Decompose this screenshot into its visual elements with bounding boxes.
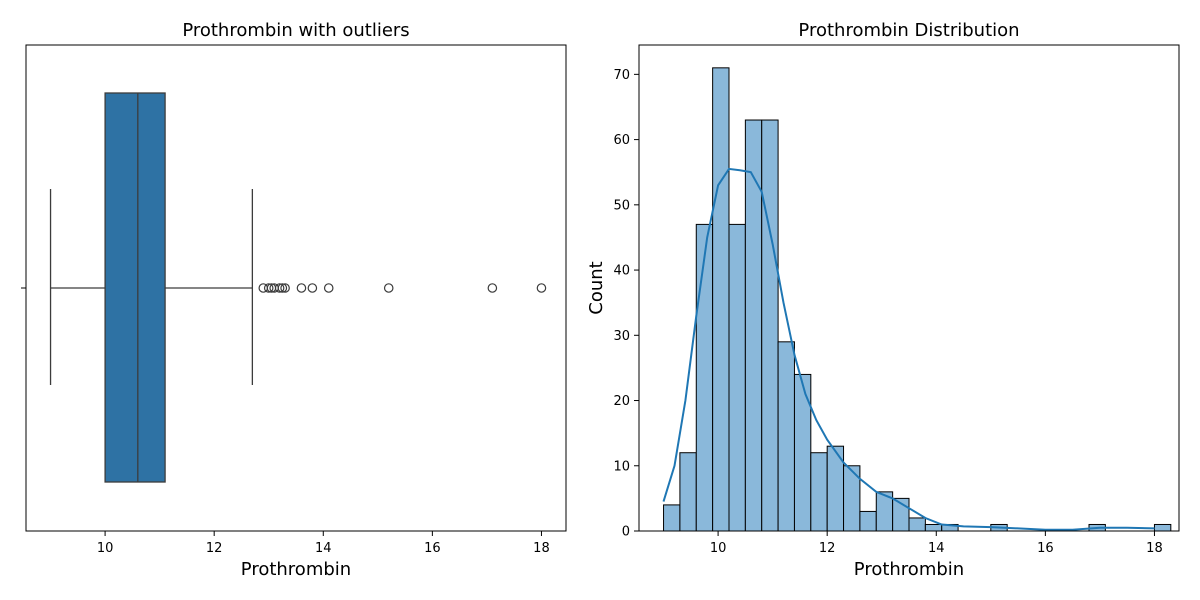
boxplot-panel: Prothrombin with outliers 10 12 14 16 18 Pro…	[21, 20, 567, 580]
boxplot-outlier-point	[263, 283, 274, 293]
histogram-bar	[859, 510, 877, 532]
boxplot-x-tick-label: 10	[97, 541, 114, 556]
boxplot-body	[49, 92, 254, 483]
boxplot-outlier-point	[280, 283, 290, 293]
boxplot-outlier-point	[277, 283, 288, 293]
histogram-y-tick-label: 70	[613, 68, 630, 83]
histogram-panel: Prothrombin Distribution 10 12 14 16 18 0 10 2…	[586, 20, 1180, 580]
histogram-bars	[663, 67, 1172, 532]
boxplot-title: Prothrombin with outliers	[182, 20, 409, 41]
histogram-y-tick-label: 10	[613, 459, 630, 474]
histogram-bar	[761, 119, 779, 532]
boxplot-box	[104, 92, 166, 483]
histogram-y-tick-label: 20	[613, 394, 630, 409]
boxplot-x-tick-label: 16	[424, 541, 441, 556]
histogram-bar	[728, 223, 746, 532]
histogram-y-tick-label: 0	[622, 525, 630, 540]
histogram-x-tick-label: 10	[710, 541, 727, 556]
histogram-x-tick-label: 14	[928, 541, 945, 556]
histogram-bar	[744, 119, 763, 532]
histogram-y-tick-label: 50	[613, 198, 630, 213]
histogram-x-axis: 10 12 14 16 18	[710, 531, 1163, 556]
histogram-bar	[712, 67, 730, 532]
boxplot-xlabel: Prothrombin	[241, 559, 351, 580]
histogram-bar	[793, 373, 812, 532]
boxplot-outlier-point	[274, 283, 285, 293]
boxplot-x-tick-label: 14	[315, 541, 332, 556]
boxplot-x-tick-label: 18	[533, 541, 550, 556]
histogram-bar	[679, 452, 697, 532]
histogram-bar	[810, 452, 828, 532]
boxplot-outlier-point	[296, 283, 307, 293]
histogram-frame	[638, 44, 1180, 532]
boxplot-x-axis: 10 12 14 16 18	[97, 531, 550, 556]
histogram-x-tick-label: 18	[1146, 541, 1163, 556]
boxplot-outlier-point	[307, 283, 318, 293]
histogram-x-tick-label: 12	[819, 541, 836, 556]
boxplot-outlier-point	[536, 283, 547, 293]
histogram-bar	[695, 223, 714, 532]
histogram-ylabel: Count	[586, 261, 607, 314]
histogram-y-axis: 0 10 20 30 40 50 60 70	[613, 68, 639, 540]
boxplot-outlier-point	[323, 283, 334, 293]
boxplot-outlier-point	[383, 283, 394, 293]
histogram-title: Prothrombin Distribution	[798, 20, 1019, 41]
histogram-x-tick-label: 16	[1037, 541, 1054, 556]
histogram-bar	[663, 504, 681, 532]
histogram-bar	[777, 341, 795, 532]
histogram-xlabel: Prothrombin	[854, 559, 964, 580]
histogram-y-tick-label: 60	[613, 133, 630, 148]
boxplot-outlier-point	[487, 283, 498, 293]
histogram-y-tick-label: 30	[613, 329, 630, 344]
boxplot-x-tick-label: 12	[206, 541, 223, 556]
boxplot-outliers	[258, 283, 547, 293]
histogram-bar	[908, 517, 926, 532]
histogram-y-tick-label: 40	[613, 264, 630, 279]
histogram-bar	[924, 523, 943, 532]
histogram-kde-line	[662, 167, 1155, 531]
histogram-bar	[1153, 523, 1172, 532]
